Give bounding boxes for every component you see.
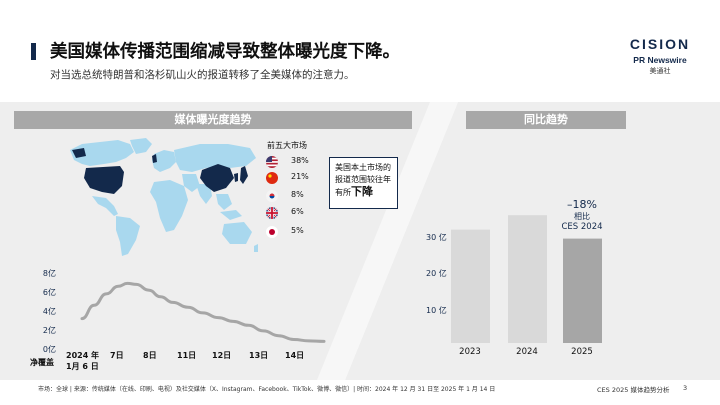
logo-cision: CISION bbox=[629, 36, 691, 52]
line-x-label-2: 8日 bbox=[143, 351, 157, 360]
callout-line-3-strong: 下降 bbox=[351, 185, 373, 198]
line-y-tick-4: 0亿 bbox=[42, 345, 56, 354]
cn-flag-icon bbox=[266, 172, 278, 184]
page-number: 3 bbox=[683, 384, 688, 392]
legend-pct-uk: 6% bbox=[291, 207, 304, 216]
yoy-compare-event: CES 2024 bbox=[561, 222, 603, 232]
title-accent-bar bbox=[31, 43, 36, 60]
yoy-compare-label: 相比 bbox=[574, 212, 590, 221]
map-japan bbox=[240, 166, 248, 184]
map-china bbox=[200, 164, 234, 192]
bar-y-tick-0: 30 亿 bbox=[426, 233, 447, 242]
map-top-markets bbox=[72, 148, 248, 194]
bar-2023 bbox=[451, 229, 490, 343]
map-usa bbox=[84, 166, 124, 194]
logo-pr-newswire: PR Newswire bbox=[633, 55, 687, 65]
jp-flag-icon bbox=[266, 226, 278, 238]
callout-line-1: 美国本土市场的 bbox=[335, 163, 391, 172]
left-section-header: 媒体曝光度趋势 bbox=[14, 111, 412, 129]
bar-2024 bbox=[508, 215, 547, 343]
us-flag-icon bbox=[266, 156, 278, 168]
kr-flag-icon bbox=[266, 190, 278, 202]
callout-box: 美国本土市场的 报道范围较往年 有所下降 bbox=[329, 157, 398, 209]
page-subtitle: 对当选总统特朗普和洛杉矶山火的报道转移了全美媒体的注意力。 bbox=[50, 69, 355, 81]
callout-line-2: 报道范围较往年 bbox=[335, 175, 391, 184]
legend-row-kr: 8% bbox=[266, 189, 346, 203]
legend-row-jp: 5% bbox=[266, 225, 346, 239]
line-x-label-4: 12日 bbox=[212, 351, 232, 360]
line-y-axis-label: 净覆盖 bbox=[30, 358, 54, 367]
legend-pct-kr: 8% bbox=[291, 190, 304, 199]
legend-row-us: 38% bbox=[266, 155, 346, 169]
line-x-label-3: 11日 bbox=[177, 351, 197, 360]
line-x-label-0: 2024 年 1月 6 日 bbox=[66, 351, 100, 371]
line-y-tick-1: 6亿 bbox=[42, 288, 56, 297]
callout-line-3-prefix: 有所 bbox=[335, 188, 351, 197]
line-y-tick-3: 2亿 bbox=[42, 326, 56, 335]
footer-source: 市场：全球 | 来源：传统媒体（在线、印刷、电视）及社交媒体（X、Instagr… bbox=[38, 386, 496, 393]
line-y-tick-2: 4亿 bbox=[42, 307, 56, 316]
legend-title: 前五大市场 bbox=[267, 141, 307, 150]
yoy-change: –18% bbox=[567, 198, 597, 211]
map-korea bbox=[234, 173, 238, 182]
map-alaska bbox=[72, 148, 86, 158]
footer-report-name: CES 2025 媒体趋势分析 bbox=[597, 386, 670, 394]
logo-cn: 美通社 bbox=[649, 67, 671, 75]
bar-x-label-2024: 2024 bbox=[516, 347, 538, 357]
world-map bbox=[70, 138, 258, 256]
bar-x-label-2025: 2025 bbox=[571, 347, 593, 357]
legend-row-uk: 6% bbox=[266, 206, 346, 220]
legend-pct-jp: 5% bbox=[291, 226, 304, 235]
legend-row-cn: 21% bbox=[266, 171, 346, 185]
line-y-tick-0: 8亿 bbox=[42, 269, 56, 278]
bar-2025 bbox=[563, 238, 602, 343]
page-title: 美国媒体传播范围缩减导致整体曝光度下降。 bbox=[50, 42, 400, 62]
bar-y-tick-2: 10 亿 bbox=[426, 306, 447, 315]
yoy-annotation: –18% 相比 CES 2024 bbox=[552, 198, 612, 233]
map-land bbox=[70, 138, 258, 256]
legend-pct-us: 38% bbox=[291, 156, 309, 165]
line-x-label-1: 7日 bbox=[110, 351, 124, 360]
map-uk bbox=[152, 154, 157, 163]
legend-pct-cn: 21% bbox=[291, 172, 309, 181]
bar-y-tick-1: 20 亿 bbox=[426, 269, 447, 278]
line-x-label-6: 14日 bbox=[285, 351, 305, 360]
right-section-header: 同比趋势 bbox=[466, 111, 626, 129]
line-x-label-5: 13日 bbox=[249, 351, 269, 360]
bar-x-label-2023: 2023 bbox=[459, 347, 481, 357]
line-series-net-coverage bbox=[80, 281, 326, 343]
cision-prn-logo: CISION PR Newswire 美通社 bbox=[620, 36, 700, 76]
